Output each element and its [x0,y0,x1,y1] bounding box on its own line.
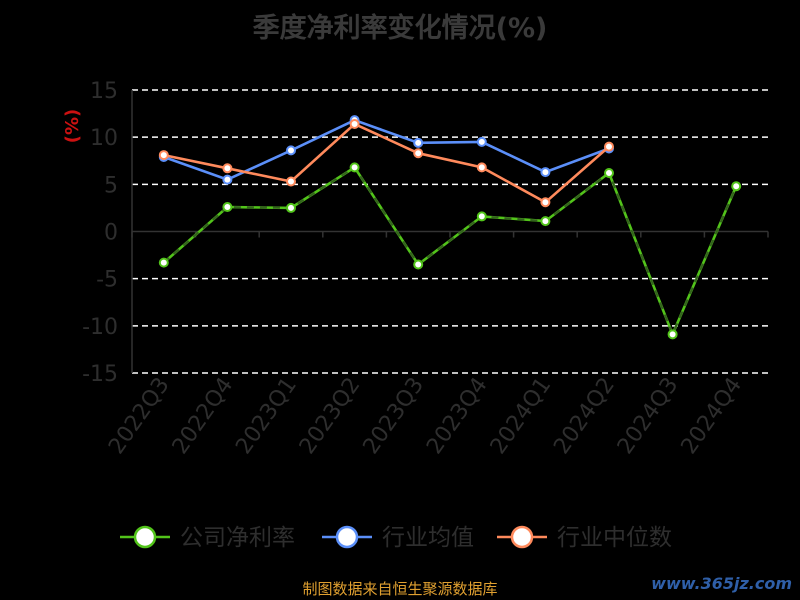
data-point [540,216,551,227]
y-tick-label: 15 [90,79,118,104]
data-point [349,162,360,173]
data-point [476,136,487,147]
legend-label: 公司净利率 [180,525,295,551]
data-point [540,197,551,208]
x-tick-label: 2024Q4 [677,373,748,459]
x-tick-label: 2023Q3 [359,373,430,459]
data-point [286,145,296,156]
data-point [731,181,742,192]
data-source-note: 制图数据来自恒生聚源数据库 [302,580,498,598]
data-point [604,141,614,152]
y-axis-label: (%) [62,109,83,144]
legend-marker [335,525,359,549]
data-point [286,202,296,213]
y-tick-label: -15 [82,362,118,387]
series-line-2 [163,118,610,182]
series-line-1 [162,165,738,338]
data-point [222,201,233,212]
chart-title: 季度净利率变化情况(%) [252,13,548,44]
data-point [604,168,614,179]
data-point [158,257,169,268]
y-tick-label: 5 [104,173,118,198]
x-tick-label: 2023Q2 [295,373,366,459]
watermark-text: www.365jz.com [651,574,792,593]
data-point [667,329,678,340]
data-point [158,150,169,161]
series-line-3 [163,122,610,204]
legend-marker [510,525,534,549]
legend-label: 行业均值 [382,525,474,551]
data-point [413,259,424,270]
data-point [413,137,424,148]
data-point [222,163,233,174]
legend-label: 行业中位数 [557,525,672,551]
y-tick-label: 10 [90,126,118,151]
y-tick-label: 0 [104,221,118,246]
x-tick-label: 2024Q3 [613,373,684,459]
data-point [476,211,487,222]
x-tick-label: 2024Q1 [486,373,557,459]
data-point [413,148,424,159]
legend-marker [133,525,157,549]
data-point [222,174,233,185]
data-point [540,167,551,178]
data-point [286,176,296,187]
data-point [476,162,487,173]
x-tick-label: 2022Q4 [168,373,239,459]
series-line-1-dash [163,166,738,337]
data-point [349,118,360,129]
x-tick-label: 2024Q2 [549,373,620,459]
x-tick-label: 2023Q1 [231,373,302,459]
x-tick-label: 2023Q4 [422,373,493,459]
y-tick-label: -5 [96,268,118,293]
y-tick-label: -10 [82,315,118,340]
